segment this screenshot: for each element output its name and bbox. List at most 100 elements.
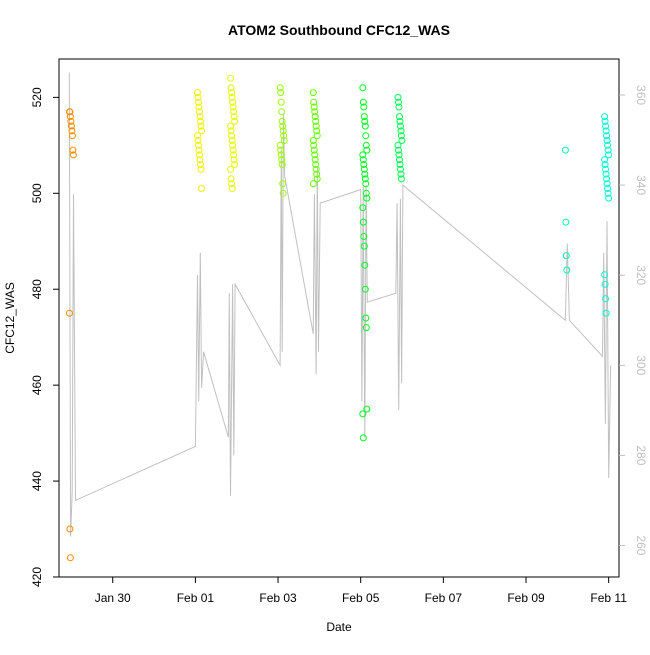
data-point xyxy=(313,132,321,140)
data-point xyxy=(227,127,235,135)
data-point xyxy=(277,89,285,97)
data-point xyxy=(231,161,239,168)
secondary-y-axis: 260 280 300 320 340 360 xyxy=(619,85,648,556)
y-tick-label: 520 xyxy=(30,87,44,107)
data-point xyxy=(311,108,319,116)
data-point xyxy=(360,233,368,240)
plot-frame xyxy=(58,58,620,578)
data-point xyxy=(277,146,285,154)
x-axis-label: Date xyxy=(326,620,352,634)
points-layer xyxy=(65,74,613,562)
data-point xyxy=(605,194,613,202)
data-point xyxy=(603,175,611,183)
data-point xyxy=(397,122,404,130)
data-point xyxy=(395,98,402,106)
x-tick-label: Feb 03 xyxy=(259,591,297,605)
data-point xyxy=(602,170,610,178)
data-point xyxy=(194,89,201,97)
data-point xyxy=(196,151,203,159)
data-point xyxy=(279,127,287,135)
data-point xyxy=(66,113,74,121)
y-axis: 420 440 460 480 500 520 xyxy=(30,87,59,587)
data-point xyxy=(360,103,368,111)
data-point xyxy=(361,122,369,130)
y2-tick-label: 300 xyxy=(634,355,648,375)
data-point xyxy=(361,175,369,183)
data-point xyxy=(359,434,367,442)
data-point xyxy=(561,146,569,154)
data-point xyxy=(359,84,367,92)
data-point xyxy=(309,180,317,188)
data-point xyxy=(68,127,76,135)
data-point xyxy=(276,141,284,149)
data-point xyxy=(605,151,613,159)
y-tick-label: 480 xyxy=(30,279,44,299)
series-flight-5 xyxy=(309,89,321,188)
data-point xyxy=(395,146,402,154)
data-point xyxy=(398,137,406,144)
data-point xyxy=(310,98,318,106)
data-point xyxy=(65,309,73,317)
data-point xyxy=(231,117,239,125)
data-point xyxy=(602,295,610,303)
data-point xyxy=(227,175,235,183)
x-tick-label: Feb 07 xyxy=(425,591,463,605)
data-point xyxy=(198,127,205,135)
y2-tick-label: 260 xyxy=(634,535,648,555)
data-point xyxy=(562,218,570,226)
x-axis: Jan 30 Feb 01 Feb 03 Feb 05 Feb 07 Feb 09 Feb … xyxy=(95,577,627,605)
data-point xyxy=(361,170,369,178)
y-tick-label: 420 xyxy=(30,567,44,587)
x-tick-label: Feb 11 xyxy=(590,591,627,605)
data-point xyxy=(360,242,368,250)
data-point xyxy=(359,204,367,212)
series-flight-9 xyxy=(601,113,613,317)
data-point xyxy=(604,146,612,154)
data-point xyxy=(228,180,236,188)
data-point xyxy=(563,266,571,274)
data-point xyxy=(362,132,370,140)
data-point xyxy=(601,117,609,125)
data-point xyxy=(395,151,403,159)
data-point xyxy=(603,137,611,144)
data-point xyxy=(194,137,202,144)
data-point xyxy=(604,185,612,192)
data-point xyxy=(360,165,368,173)
data-point xyxy=(194,132,201,140)
series-flight-2 xyxy=(194,89,205,192)
data-point xyxy=(196,113,204,121)
data-point xyxy=(67,117,75,125)
y2-tick-label: 280 xyxy=(634,445,648,465)
data-point xyxy=(359,156,367,164)
data-point xyxy=(396,113,403,121)
data-point xyxy=(276,84,284,92)
data-point xyxy=(361,285,369,293)
y2-tick-label: 340 xyxy=(634,175,648,195)
data-point xyxy=(602,127,610,135)
data-point xyxy=(602,165,610,173)
series-flight-7 xyxy=(394,93,406,183)
data-point xyxy=(313,170,321,178)
data-point xyxy=(197,122,205,130)
data-point xyxy=(278,108,286,116)
data-point xyxy=(312,165,320,173)
data-point xyxy=(230,151,238,159)
data-point xyxy=(604,189,612,197)
data-point xyxy=(278,117,286,125)
data-point xyxy=(602,122,610,130)
data-point xyxy=(228,93,236,101)
data-point xyxy=(603,180,611,188)
data-point xyxy=(280,137,288,144)
y2-tick-label: 360 xyxy=(634,85,648,105)
y-tick-label: 460 xyxy=(30,375,44,395)
data-point xyxy=(313,127,321,135)
data-point xyxy=(309,137,317,144)
data-point xyxy=(397,165,404,173)
data-point xyxy=(278,161,286,168)
data-point xyxy=(229,103,237,111)
data-point xyxy=(360,113,368,121)
data-point xyxy=(312,161,320,168)
data-point xyxy=(279,189,287,197)
